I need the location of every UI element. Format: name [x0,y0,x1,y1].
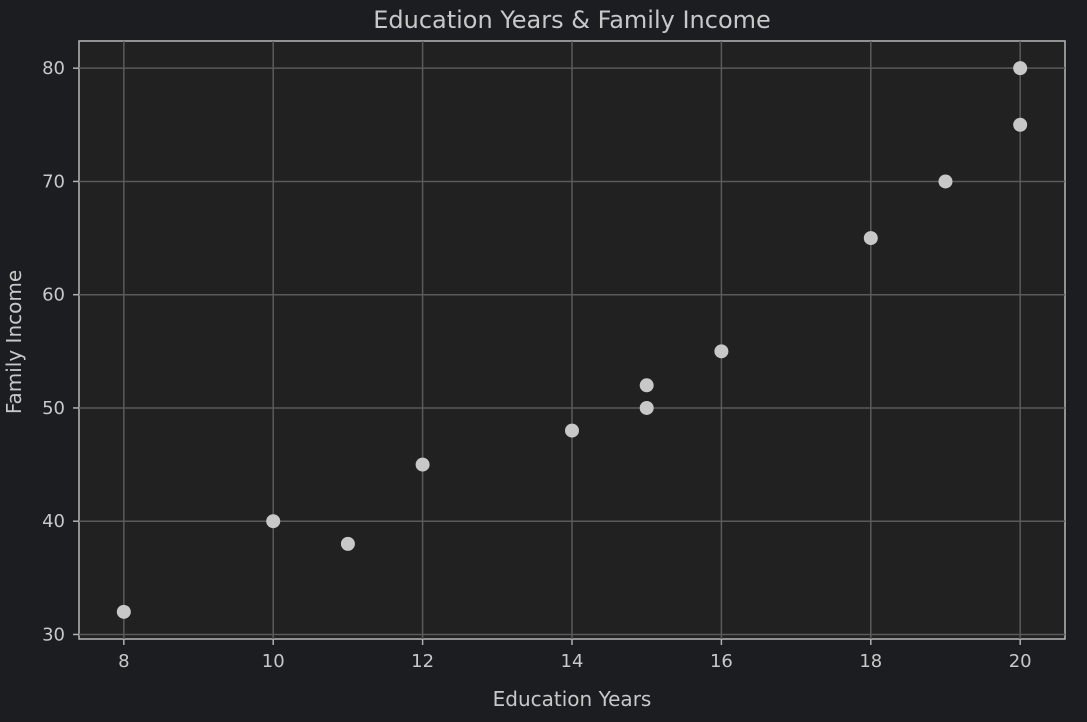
tick-layer: 8 10 12 14 16 18 20 30 40 50 60 70 80 [42,58,1032,672]
y-tick-label: 30 [42,624,65,645]
data-point [340,536,355,551]
chart-title: Education Years & Family Income [373,6,771,34]
y-tick-label: 50 [42,398,65,419]
data-point [863,231,878,246]
y-tick-label: 60 [42,285,65,306]
data-point [1013,117,1028,132]
data-point [1013,61,1028,76]
x-tick-label: 12 [411,651,434,672]
y-axis-label: Family Income [2,270,26,414]
data-point [639,400,654,415]
x-tick-label: 8 [118,651,129,672]
data-point [415,457,430,472]
data-point [116,604,131,619]
x-tick-label: 20 [1009,651,1032,672]
x-tick-label: 10 [262,651,285,672]
data-point [565,423,579,438]
data-point [639,378,654,393]
point-layer [116,61,1028,619]
y-tick-label: 40 [42,511,65,532]
data-point [266,514,281,529]
data-point [714,344,729,359]
grid-layer [79,41,1065,639]
x-tick-label: 18 [859,651,882,672]
x-tick-label: 14 [561,651,584,672]
y-tick-label: 80 [42,58,65,79]
y-tick-label: 70 [42,171,65,192]
data-point [938,174,953,189]
x-tick-label: 16 [710,651,733,672]
x-axis-label: Education Years [493,687,652,711]
